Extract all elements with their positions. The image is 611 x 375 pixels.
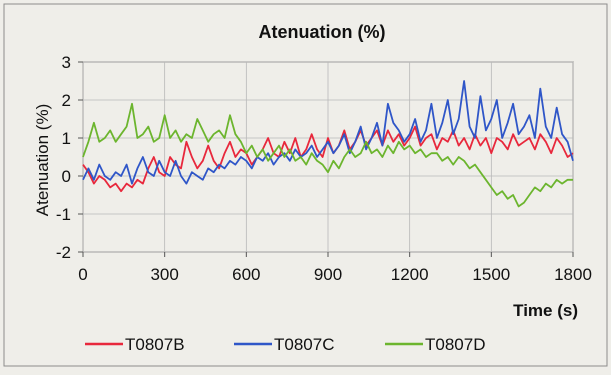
grid — [82, 61, 574, 253]
series-line-t0807c — [82, 80, 574, 185]
x-tick-label: 1500 — [472, 265, 510, 284]
series-line-t0807b — [82, 125, 574, 193]
chart-title: Atenuation (%) — [259, 22, 386, 42]
legend-label-t0807b: T0807B — [125, 335, 185, 354]
x-tick-label: 0 — [78, 265, 87, 284]
y-tick-label: -2 — [56, 243, 71, 262]
x-tick-label: 300 — [150, 265, 178, 284]
y-tick-label: -1 — [56, 205, 71, 224]
legend-label-t0807d: T0807D — [425, 335, 485, 354]
x-axis-label: Time (s) — [513, 301, 578, 320]
y-tick-label: 3 — [62, 53, 71, 72]
x-tick-label: 1200 — [391, 265, 429, 284]
x-tick-label: 900 — [314, 265, 342, 284]
x-ticks: 0 300 600 900 1200 1500 1800 — [78, 252, 592, 284]
legend-label-t0807c: T0807C — [274, 335, 334, 354]
y-tick-label: 2 — [62, 91, 71, 110]
y-tick-label: 1 — [62, 129, 71, 148]
series-line-t0807d — [82, 102, 573, 208]
y-axis-label: Atenuation (%) — [33, 104, 52, 216]
x-tick-label: 1800 — [554, 265, 592, 284]
x-tick-label: 600 — [232, 265, 260, 284]
series-group — [82, 80, 574, 208]
legend: T0807B T0807C T0807D — [85, 335, 485, 354]
y-ticks: -2 -1 0 1 2 3 — [56, 53, 83, 262]
y-tick-label: 0 — [62, 167, 71, 186]
